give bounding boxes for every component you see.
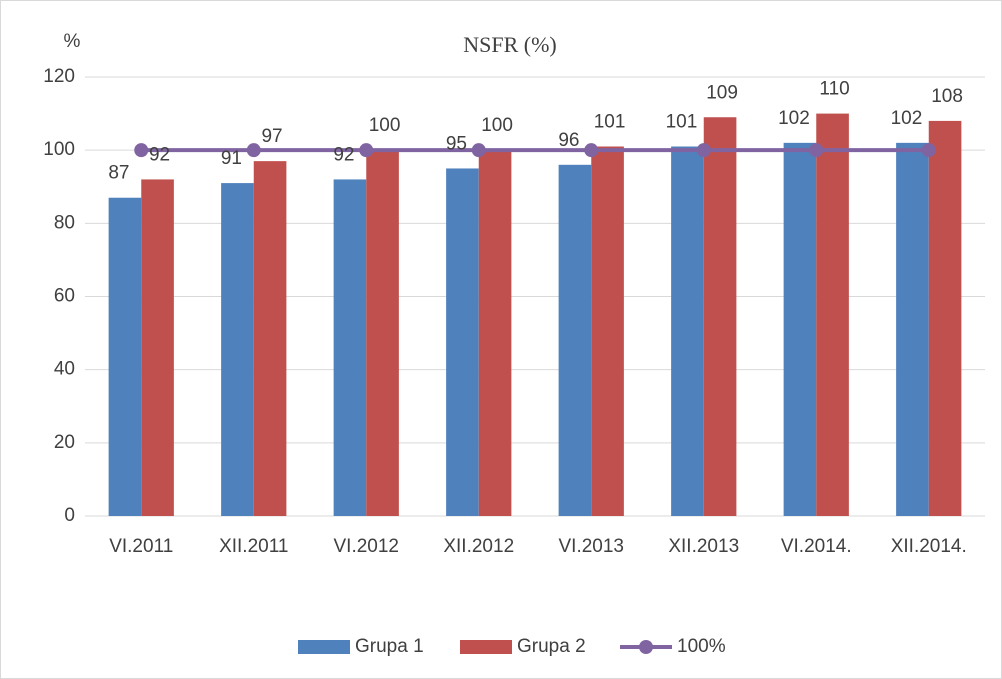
- legend-swatch: [298, 640, 350, 654]
- bar: [478, 150, 512, 516]
- legend-label: 100%: [677, 636, 726, 657]
- x-tick-label: VI.2012: [334, 536, 400, 557]
- data-label: 97: [261, 126, 282, 147]
- y-tick-label: 20: [54, 432, 75, 453]
- bar: [591, 146, 624, 516]
- bar: [333, 179, 367, 516]
- bar: [221, 183, 254, 516]
- data-label: 101: [594, 112, 626, 133]
- bar: [108, 197, 142, 516]
- bar: [366, 150, 399, 516]
- data-label: 100: [481, 115, 513, 136]
- data-label: 91: [221, 148, 242, 169]
- bar: [896, 142, 929, 516]
- y-tick-label: 40: [54, 359, 75, 380]
- x-tick-label: VI.2011: [109, 536, 173, 557]
- chart-title: NSFR (%): [463, 32, 557, 57]
- x-tick-label: XII.2014.: [891, 536, 967, 557]
- y-tick-label: 0: [64, 505, 75, 526]
- bar: [816, 113, 849, 516]
- x-tick-label: XII.2011: [219, 536, 288, 557]
- line-marker: [921, 143, 936, 158]
- legend-label: Grupa 2: [517, 636, 586, 657]
- y-tick-label: 120: [43, 66, 75, 87]
- legend-label: Grupa 1: [355, 636, 424, 657]
- data-label: 101: [666, 112, 698, 133]
- y-tick-label: 100: [43, 139, 75, 160]
- bar: [783, 142, 817, 516]
- bar: [253, 161, 287, 516]
- line-marker: [584, 143, 599, 158]
- data-label: 110: [819, 79, 849, 100]
- line-marker: [809, 143, 824, 158]
- line-marker: [696, 143, 711, 158]
- data-label: 100: [369, 115, 401, 136]
- x-tick-label: XII.2013: [668, 536, 739, 557]
- legend-swatch: [460, 640, 512, 654]
- x-tick-label: VI.2013: [559, 536, 625, 557]
- line-marker: [471, 143, 486, 158]
- y-axis-label: %: [64, 31, 81, 52]
- bar: [928, 120, 962, 517]
- data-label: 92: [149, 144, 170, 165]
- data-label: 102: [778, 108, 810, 129]
- data-label: 109: [706, 82, 738, 103]
- bar: [671, 146, 704, 516]
- x-tick-label: XII.2012: [443, 536, 514, 557]
- data-label: 96: [558, 130, 579, 151]
- bar: [446, 168, 479, 517]
- data-label: 95: [446, 133, 467, 154]
- y-tick-label: 80: [54, 212, 75, 233]
- x-tick-label: VI.2014.: [781, 536, 852, 557]
- data-label: 102: [891, 108, 923, 129]
- data-label: 87: [108, 163, 129, 184]
- line-marker: [359, 143, 374, 158]
- line-marker: [246, 143, 261, 158]
- legend-swatch: [639, 640, 653, 654]
- bar: [141, 179, 174, 516]
- bar: [558, 164, 592, 517]
- data-label: 108: [931, 86, 963, 107]
- data-label: 92: [333, 144, 354, 165]
- y-tick-label: 60: [54, 286, 75, 307]
- line-marker: [134, 143, 149, 158]
- bar: [703, 117, 737, 516]
